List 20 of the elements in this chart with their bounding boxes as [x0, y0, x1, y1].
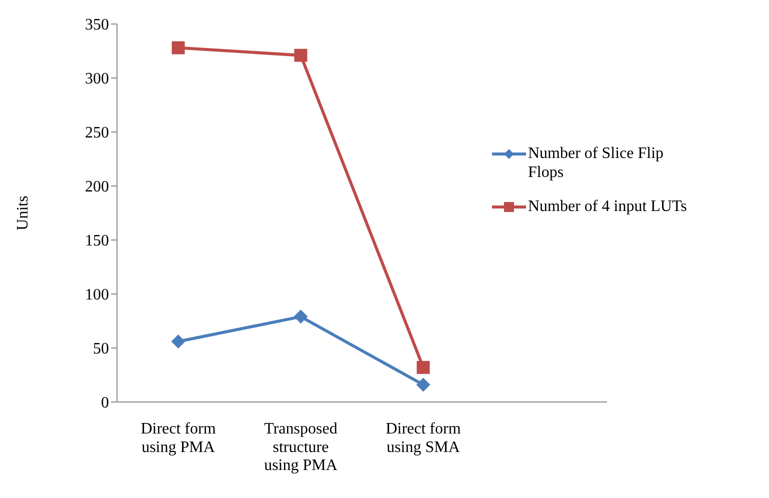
y-tick-label: 200 [85, 178, 109, 196]
point [294, 48, 308, 62]
x-tick-label: Transposed structure using PMA [264, 420, 338, 474]
point [416, 378, 430, 392]
y-tick-label: 50 [93, 340, 109, 358]
y-tick-label: 350 [85, 16, 109, 34]
y-tick-label: 100 [85, 286, 109, 304]
point [294, 310, 308, 324]
point [172, 41, 185, 54]
y-tick-label: 0 [101, 394, 109, 412]
y-axis-title: Units [14, 196, 32, 230]
legend-label: Number of 4 input LUTs [528, 197, 688, 216]
point [416, 360, 430, 374]
y-tick-label: 300 [85, 70, 109, 88]
y-tick-label: 150 [85, 232, 109, 250]
y-tick-label: 250 [85, 124, 109, 142]
x-tick-label: Direct form using SMA [386, 420, 462, 456]
point [171, 334, 186, 349]
legend-label: Number of Slice Flip Flops [528, 144, 665, 182]
x-tick-label: Direct form using PMA [140, 420, 216, 456]
